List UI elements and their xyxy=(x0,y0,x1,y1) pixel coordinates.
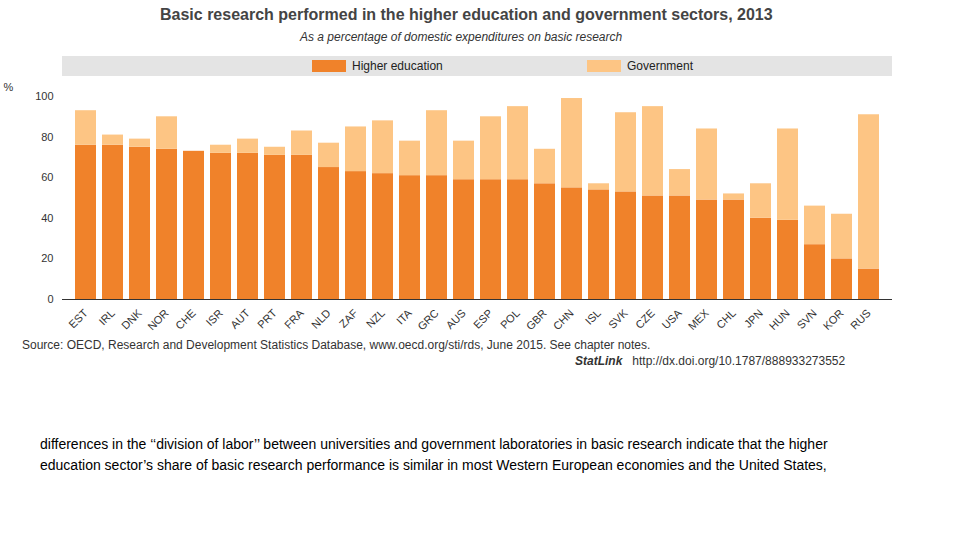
svg-text:ESP: ESP xyxy=(471,307,495,331)
svg-text:AUT: AUT xyxy=(228,307,252,331)
svg-text:20: 20 xyxy=(41,252,53,264)
svg-text:NOR: NOR xyxy=(145,307,171,333)
html-text:Basic research performed in th: Basic research performed in the higher e… xyxy=(160,6,773,23)
svg-text:0: 0 xyxy=(47,293,53,305)
svg-text:ITA: ITA xyxy=(394,306,414,326)
svg-text:KOR: KOR xyxy=(821,307,846,332)
svg-text:SVN: SVN xyxy=(794,307,819,332)
svg-text:EST: EST xyxy=(66,307,90,331)
svg-text:USA: USA xyxy=(659,306,684,331)
svg-text:CHE: CHE xyxy=(173,307,198,332)
svg-text:%: % xyxy=(4,81,14,93)
html-text:differences in the ‘‘division: differences in the ‘‘division of labor’’… xyxy=(40,436,828,473)
svg-text:DNK: DNK xyxy=(119,306,144,331)
svg-text:GBR: GBR xyxy=(524,307,549,332)
html-text:StatLink: StatLink xyxy=(575,354,623,368)
svg-text:NZL: NZL xyxy=(364,307,387,330)
svg-text:ISR: ISR xyxy=(203,307,224,328)
svg-text:CZE: CZE xyxy=(633,307,657,331)
svg-text:100: 100 xyxy=(35,90,53,102)
html-text:http://dx.doi.org/10.1787/8889: http://dx.doi.org/10.1787/888933273552 xyxy=(632,354,846,368)
svg-text:PRT: PRT xyxy=(255,307,279,331)
html-text:Government: Government xyxy=(627,59,693,73)
svg-text:MEX: MEX xyxy=(686,306,712,332)
html-text:Higher education: Higher education xyxy=(352,59,443,73)
svg-text:POL: POL xyxy=(498,307,522,331)
svg-text:80: 80 xyxy=(41,131,53,143)
svg-text:40: 40 xyxy=(41,212,53,224)
svg-text:CHN: CHN xyxy=(551,307,576,332)
html-text:Source: OECD, Research and Dev: Source: OECD, Research and Development S… xyxy=(22,338,651,352)
svg-text:CHL: CHL xyxy=(714,307,738,331)
svg-text:JPN: JPN xyxy=(742,307,765,330)
svg-text:AUS: AUS xyxy=(443,307,467,331)
svg-text:IRL: IRL xyxy=(96,307,117,328)
svg-text:GRC: GRC xyxy=(415,307,441,333)
svg-text:RUS: RUS xyxy=(848,307,873,332)
svg-text:60: 60 xyxy=(41,171,53,183)
svg-text:SVK: SVK xyxy=(606,306,631,331)
svg-text:FRA: FRA xyxy=(282,306,307,331)
svg-text:ZAF: ZAF xyxy=(337,307,360,330)
svg-text:ISL: ISL xyxy=(583,307,603,327)
svg-text:HUN: HUN xyxy=(767,307,792,332)
html-text:As a percentage of domestic ex: As a percentage of domestic expenditures… xyxy=(300,30,623,44)
svg-text:NLD: NLD xyxy=(309,307,333,331)
